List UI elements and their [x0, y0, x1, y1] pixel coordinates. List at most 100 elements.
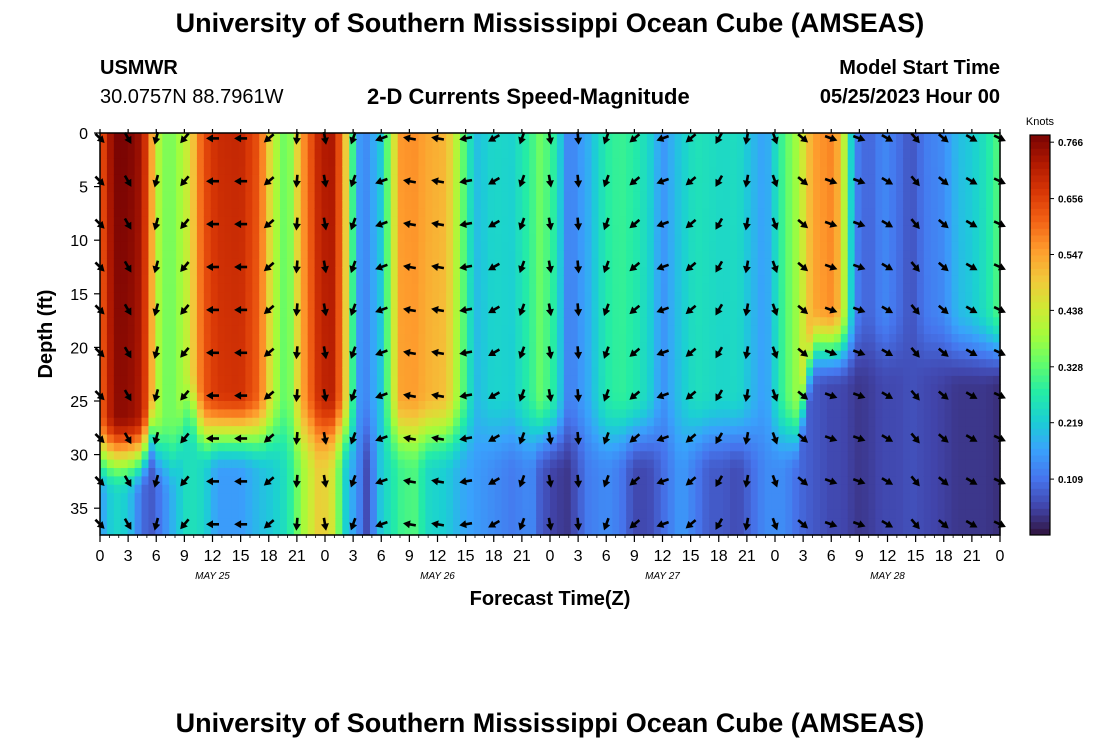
heatmap-cell: [155, 350, 163, 360]
heatmap-cell: [813, 434, 821, 444]
heatmap-cell: [543, 141, 551, 151]
heatmap-cell: [695, 258, 703, 268]
heatmap-cell: [536, 149, 544, 159]
heatmap-cell: [494, 334, 503, 343]
heatmap-cell: [280, 183, 288, 193]
heatmap-cell: [792, 451, 800, 461]
heatmap-cell: [598, 501, 606, 511]
heatmap-cell: [231, 133, 240, 142]
heatmap-cell: [404, 225, 413, 235]
heatmap-cell: [314, 518, 323, 528]
heatmap-cell: [460, 325, 468, 335]
heatmap-cell: [363, 141, 371, 151]
heatmap-cell: [446, 158, 454, 168]
heatmap-cell: [363, 426, 371, 436]
heatmap-cell: [280, 200, 288, 209]
heatmap-cell: [134, 451, 143, 461]
heatmap-cell: [162, 375, 170, 385]
heatmap-cell: [681, 367, 690, 377]
heatmap-cell: [418, 275, 426, 285]
heatmap-cell: [536, 133, 544, 142]
heatmap-cell: [252, 292, 260, 302]
heatmap-cell: [127, 484, 136, 494]
heatmap-cell: [792, 300, 800, 310]
heatmap-cell: [141, 325, 150, 335]
heatmap-cell: [723, 241, 731, 251]
heatmap-cell: [210, 375, 219, 385]
heatmap-cell: [266, 241, 274, 251]
heatmap-cell: [162, 208, 170, 218]
heatmap-cell: [231, 200, 240, 209]
heatmap-cell: [453, 501, 461, 511]
heatmap-cell: [280, 375, 288, 385]
heatmap-cell: [612, 158, 620, 168]
heatmap-cell: [245, 141, 253, 151]
heatmap-cell: [681, 292, 690, 302]
heatmap-cell: [280, 191, 288, 201]
heatmap-cell: [681, 241, 690, 251]
heatmap-cell: [640, 384, 648, 394]
heatmap-cell: [771, 258, 780, 268]
heatmap-cell: [460, 191, 468, 201]
heatmap-cell: [806, 334, 814, 343]
heatmap-cell: [307, 292, 316, 302]
heatmap-cell: [764, 308, 773, 318]
heatmap-cell: [190, 409, 198, 419]
heatmap-cell: [494, 149, 503, 159]
heatmap-cell: [141, 233, 150, 243]
heatmap-cell: [106, 367, 115, 377]
heatmap-cell: [723, 384, 731, 394]
heatmap-cell: [266, 292, 274, 302]
heatmap-cell: [196, 149, 205, 159]
heatmap-cell: [328, 292, 336, 302]
heatmap-cell: [231, 526, 240, 536]
heatmap-cell: [813, 292, 821, 302]
heatmap-cell: [771, 342, 780, 352]
heatmap-cell: [342, 359, 350, 369]
heatmap-cell: [190, 375, 198, 385]
heatmap-cell: [183, 442, 191, 452]
heatmap-cell: [695, 275, 703, 285]
heatmap-cell: [397, 149, 406, 159]
heatmap-cell: [293, 526, 302, 536]
heatmap-cell: [460, 451, 468, 461]
heatmap-cell: [190, 451, 198, 461]
heatmap-cell: [473, 442, 482, 452]
heatmap-cell: [792, 359, 800, 369]
heatmap-cell: [432, 158, 440, 168]
heatmap-cell: [411, 233, 420, 243]
heatmap-cell: [667, 292, 676, 302]
heatmap-cell: [224, 409, 233, 419]
heatmap-cell: [799, 149, 807, 159]
heatmap-cell: [203, 275, 212, 285]
heatmap-cell: [286, 149, 295, 159]
heatmap-cell: [501, 484, 510, 494]
heatmap-cell: [626, 149, 634, 159]
heatmap-cell: [106, 233, 115, 243]
heatmap-cell: [743, 426, 752, 436]
heatmap-cell: [196, 509, 205, 519]
heatmap-cell: [736, 292, 745, 302]
heatmap-cell: [508, 250, 516, 260]
heatmap-cell: [550, 275, 558, 285]
heatmap-cell: [536, 200, 544, 209]
heatmap-cell: [723, 216, 731, 226]
heatmap-cell: [190, 158, 198, 168]
heatmap-cell: [612, 350, 620, 360]
heatmap-cell: [363, 241, 371, 251]
heatmap-cell: [286, 359, 295, 369]
heatmap-cell: [543, 225, 551, 235]
heatmap-cell: [799, 174, 807, 184]
heatmap-cell: [203, 283, 212, 293]
heatmap-cell: [757, 359, 766, 369]
heatmap-cell: [390, 392, 399, 402]
heatmap-cell: [605, 241, 613, 251]
heatmap-cell: [605, 208, 613, 218]
heatmap-cell: [556, 174, 565, 184]
heatmap-cell: [750, 442, 759, 452]
heatmap-cell: [307, 476, 316, 486]
heatmap-cell: [660, 225, 669, 235]
heatmap-cell: [626, 183, 634, 193]
heatmap-cell: [799, 158, 807, 168]
heatmap-cell: [653, 283, 662, 293]
